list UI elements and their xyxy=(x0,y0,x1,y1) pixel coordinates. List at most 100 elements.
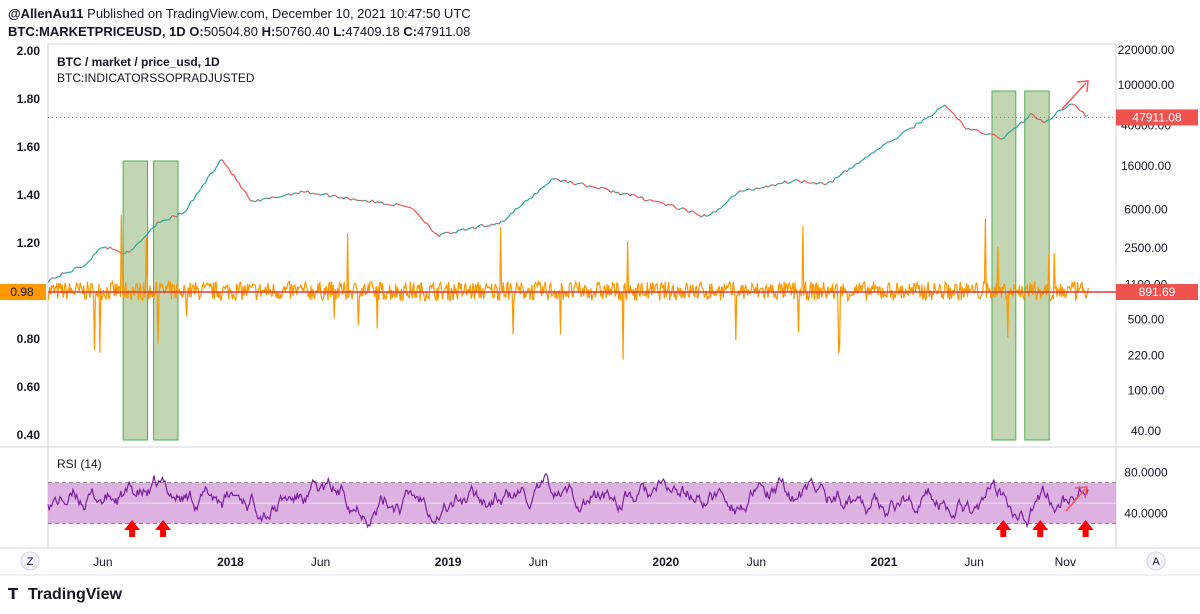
price-candle xyxy=(543,184,547,188)
price-candle xyxy=(775,183,779,187)
price-candle xyxy=(414,210,419,215)
price-candle xyxy=(88,259,92,263)
price-candle xyxy=(71,267,75,273)
price-candle xyxy=(405,205,409,208)
price-candle xyxy=(255,199,259,203)
price-candle xyxy=(920,118,924,124)
author-name[interactable]: @AllenAu11 xyxy=(8,6,84,21)
price-candle xyxy=(1001,137,1005,140)
price-candle xyxy=(801,180,805,184)
right-axis-tick: 100.00 xyxy=(1128,383,1165,397)
price-candle xyxy=(386,203,390,206)
price-candle xyxy=(951,111,955,116)
price-candle xyxy=(879,145,884,149)
price-candle xyxy=(498,220,502,225)
price-candle xyxy=(159,220,163,223)
price-candle xyxy=(837,175,841,178)
price-candle xyxy=(214,165,218,170)
price-candle xyxy=(956,118,960,121)
price-candle xyxy=(693,211,698,215)
price-candle xyxy=(877,147,881,150)
price-candle xyxy=(746,188,750,190)
price-candle xyxy=(112,248,115,251)
price-candle xyxy=(1011,127,1015,132)
price-candle xyxy=(322,193,325,196)
price-candle xyxy=(290,192,295,196)
price-candle xyxy=(1006,131,1010,135)
price-candle xyxy=(421,219,426,224)
rsi-up-arrow xyxy=(995,520,1012,537)
price-candle xyxy=(360,199,363,202)
price-candle xyxy=(486,225,490,227)
price-candle xyxy=(1075,105,1079,110)
price-candle xyxy=(820,181,824,185)
price-candle xyxy=(627,193,631,197)
price-candle xyxy=(183,210,187,213)
price-candle xyxy=(860,158,865,162)
time-axis-tick: Jun xyxy=(528,555,547,569)
price-candle xyxy=(295,192,299,195)
price-candle xyxy=(715,208,719,213)
price-candle xyxy=(114,249,118,252)
price-candle xyxy=(204,177,209,184)
symbol-ohlc-header: BTC:MARKETPRICEUSD, 1D O:50504.80 H:5076… xyxy=(8,24,470,39)
price-candle xyxy=(586,185,590,188)
price-candle xyxy=(658,201,662,204)
tradingview-brand[interactable]: 𝗧 TradingView xyxy=(8,585,122,604)
price-candle xyxy=(560,179,564,183)
price-candle xyxy=(975,129,979,131)
price-candle xyxy=(872,150,877,154)
price-candle xyxy=(748,188,752,191)
price-candle xyxy=(448,231,452,235)
price-candle xyxy=(734,192,738,197)
price-candle xyxy=(362,199,366,202)
price-candle xyxy=(519,203,524,207)
price-candle xyxy=(612,190,617,194)
price-candle xyxy=(441,232,445,235)
price-candle xyxy=(333,194,337,197)
price-candle xyxy=(615,191,619,194)
left-axis-tick: 1.20 xyxy=(17,236,41,250)
price-candle xyxy=(596,187,600,190)
price-candle xyxy=(460,228,464,231)
price-candle xyxy=(484,225,488,228)
time-axis-tick: Jun xyxy=(747,555,766,569)
price-candle xyxy=(572,183,576,186)
price-candle xyxy=(665,203,669,207)
price-candle xyxy=(212,169,216,174)
price-candle xyxy=(966,127,969,130)
price-candle xyxy=(376,201,380,204)
price-candle xyxy=(913,123,917,129)
price-candle xyxy=(398,203,402,206)
time-axis-tick: 2021 xyxy=(871,555,898,569)
price-candle xyxy=(720,205,724,209)
price-candle xyxy=(81,265,85,268)
price-candle xyxy=(395,202,399,206)
auto-scale-button-label: A xyxy=(1152,556,1160,568)
price-candle xyxy=(1080,110,1084,113)
price-candle xyxy=(1030,112,1034,116)
price-candle xyxy=(219,159,223,162)
price-candle xyxy=(1078,108,1082,112)
price-candle xyxy=(276,196,280,199)
legend-indicator: BTC:INDICATORSSOPRADJUSTED xyxy=(57,71,255,85)
price-candle xyxy=(610,190,614,193)
time-axis-tick: Jun xyxy=(311,555,330,569)
price-candle xyxy=(391,204,395,207)
price-candle xyxy=(546,182,550,186)
sopr-last-badge xyxy=(0,284,46,300)
price-candle xyxy=(889,139,893,143)
price-candle xyxy=(364,199,368,203)
price-candle xyxy=(744,188,748,192)
price-candle xyxy=(169,215,173,220)
price-candle xyxy=(798,180,803,184)
price-candle xyxy=(1071,103,1074,106)
price-candle xyxy=(949,109,953,113)
price-candle xyxy=(269,196,273,199)
price-candle xyxy=(660,202,664,204)
price-candle xyxy=(753,187,757,191)
price-candle xyxy=(93,252,97,256)
rsi-axis-tick: 80.0000 xyxy=(1124,465,1168,479)
price-candle xyxy=(662,202,667,207)
